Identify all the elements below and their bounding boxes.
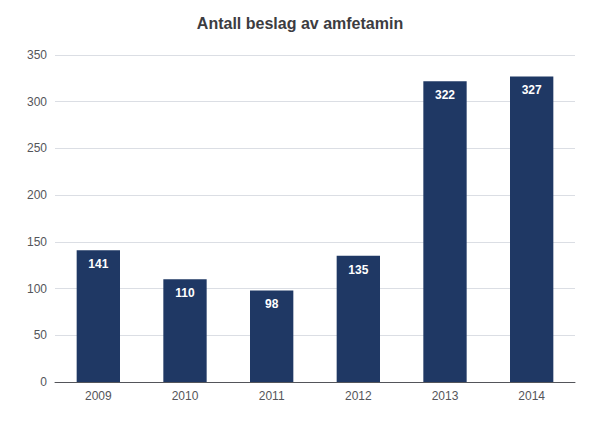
svg-text:2012: 2012 bbox=[345, 389, 372, 403]
svg-text:2014: 2014 bbox=[518, 389, 545, 403]
svg-text:250: 250 bbox=[27, 141, 47, 155]
svg-text:327: 327 bbox=[522, 83, 542, 97]
svg-text:Antall beslag av amfetamin: Antall beslag av amfetamin bbox=[197, 15, 403, 32]
svg-text:141: 141 bbox=[88, 257, 108, 271]
svg-text:110: 110 bbox=[175, 286, 195, 300]
svg-text:98: 98 bbox=[265, 297, 279, 311]
svg-text:322: 322 bbox=[435, 88, 455, 102]
svg-text:300: 300 bbox=[27, 95, 47, 109]
svg-text:150: 150 bbox=[27, 235, 47, 249]
svg-text:50: 50 bbox=[34, 328, 48, 342]
svg-text:350: 350 bbox=[27, 48, 47, 62]
svg-text:135: 135 bbox=[348, 263, 368, 277]
svg-text:2011: 2011 bbox=[259, 389, 285, 403]
svg-text:2009: 2009 bbox=[85, 389, 112, 403]
svg-text:2010: 2010 bbox=[172, 389, 199, 403]
svg-text:2013: 2013 bbox=[432, 389, 459, 403]
svg-text:100: 100 bbox=[27, 282, 47, 296]
svg-text:200: 200 bbox=[27, 188, 47, 202]
svg-text:0: 0 bbox=[40, 375, 47, 389]
